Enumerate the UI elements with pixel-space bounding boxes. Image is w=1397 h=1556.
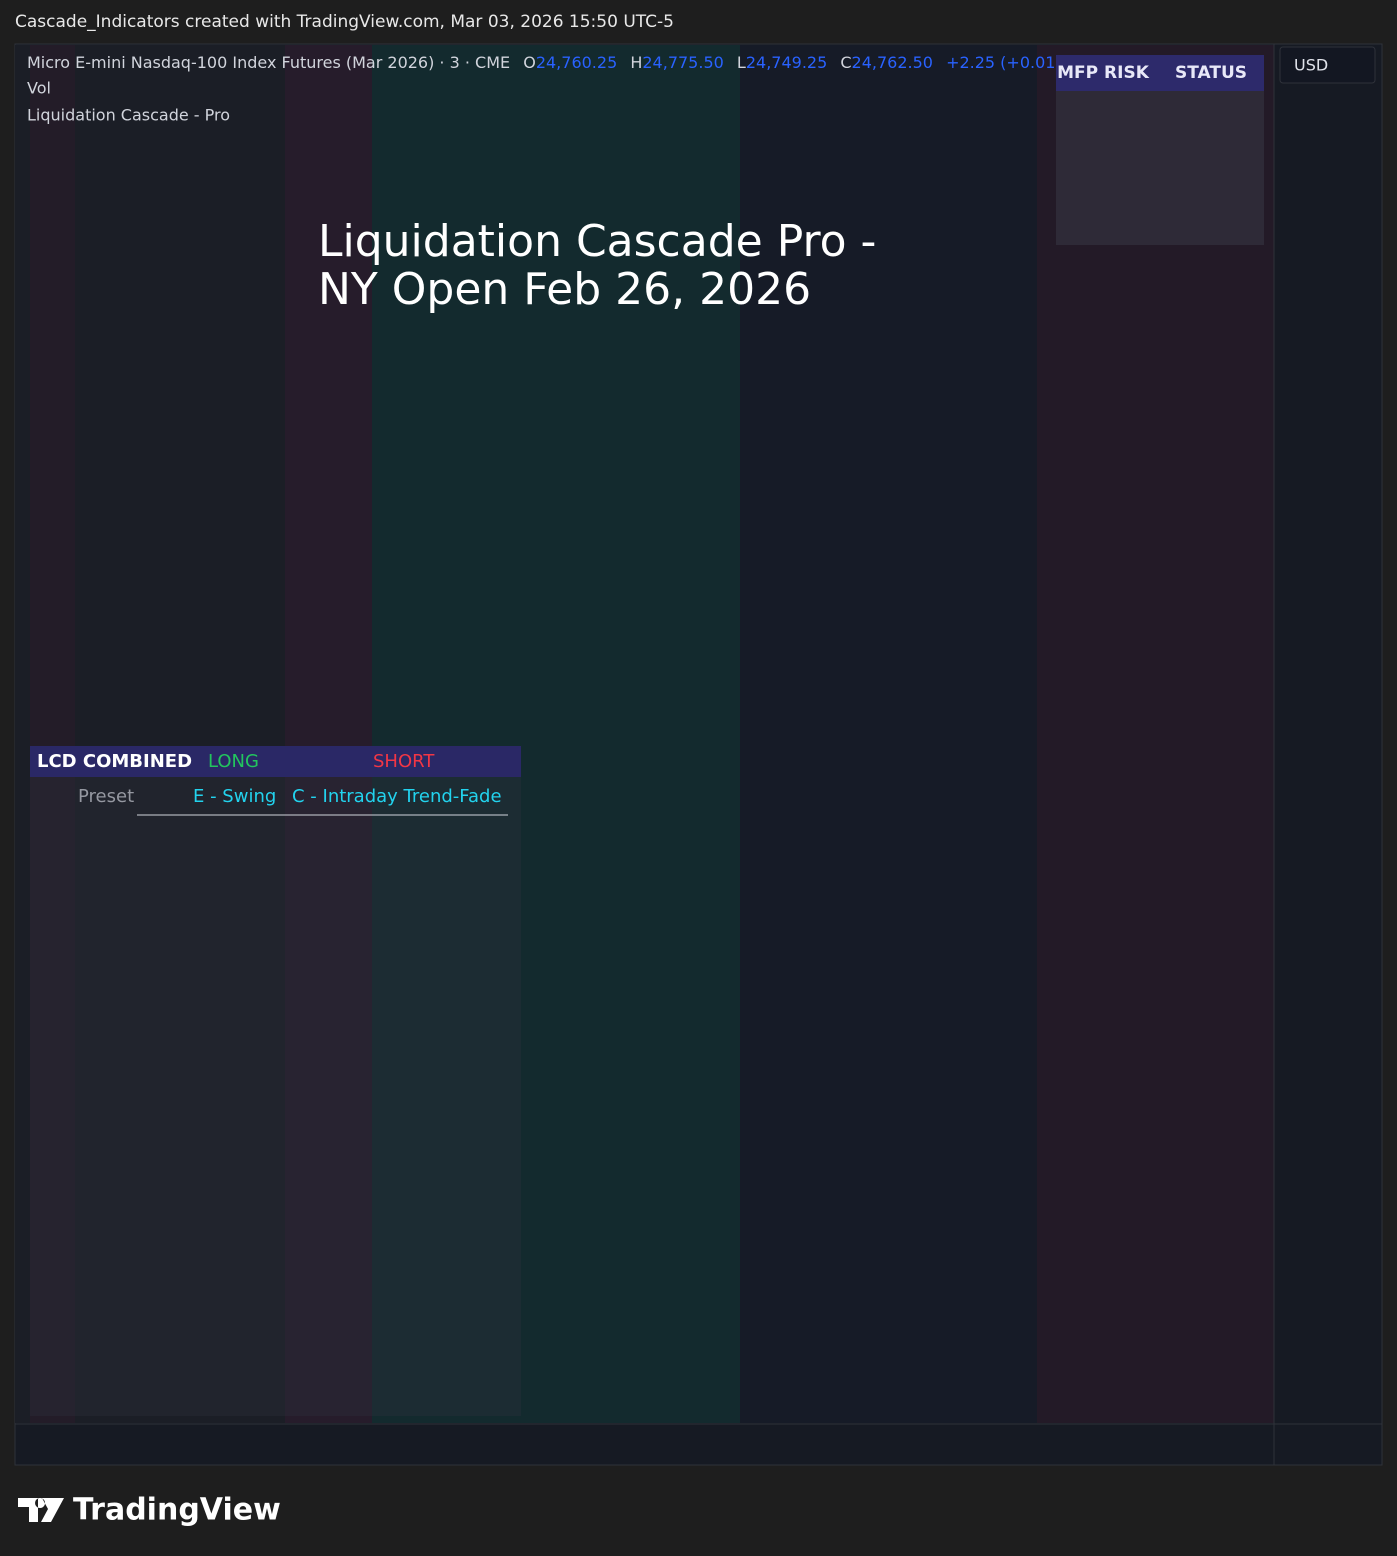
header-cell: STATUS [1175,63,1247,83]
table-title: LCD COMBINED [37,751,192,772]
legend: Micro E-mini Nasdaq-100 Index Futures (M… [27,53,1077,72]
brand-name: TradingView [73,1493,281,1528]
ohlc-key: C [840,53,851,72]
session [30,45,75,1423]
preset-label: Preset [78,786,134,807]
change: +2.25 (+0.01%) [946,53,1077,72]
symbol: Micro E-mini Nasdaq-100 Index Futures (M… [27,53,510,72]
chart-title: Liquidation Cascade Pro - [318,216,876,267]
brand: TradingView [18,1493,281,1528]
chart-title: NY Open Feb 26, 2026 [318,264,811,315]
ohlc-value: 24,775.50 [642,53,723,72]
credit: Cascade_Indicators created with TradingV… [15,12,674,32]
header-cell: MFP RISK [1057,63,1150,83]
header-row [1056,55,1264,91]
indicator: Vol [27,79,51,98]
currency-button[interactable] [1279,46,1376,84]
session [285,45,372,1423]
session [740,45,1037,1423]
ohlc-value: 24,749.25 [746,53,827,72]
ohlc-key: O [523,53,536,72]
long: LONG [208,751,259,772]
panel [30,746,521,1416]
risk-table: MFP RISK STATUS [1056,55,1264,245]
logo [18,1498,64,1522]
lcd-table: LCD COMBINED LONG SHORT Preset E - Swing… [30,746,521,1416]
session [1037,45,1274,1423]
session [372,45,740,1423]
sessions [15,45,1274,1423]
ohlc-value: 24,760.25 [536,53,617,72]
currency: USD [1294,56,1328,75]
short: SHORT [373,751,435,772]
ohlc-value: 24,762.50 [852,53,933,72]
header-row [30,746,521,777]
preset: C - Intraday Trend-Fade [292,786,502,807]
ohlc-key: H [630,53,642,72]
preset: E - Swing [193,786,276,807]
indicator: Liquidation Cascade - Pro [27,106,230,125]
ohlc-key: L [737,53,746,72]
